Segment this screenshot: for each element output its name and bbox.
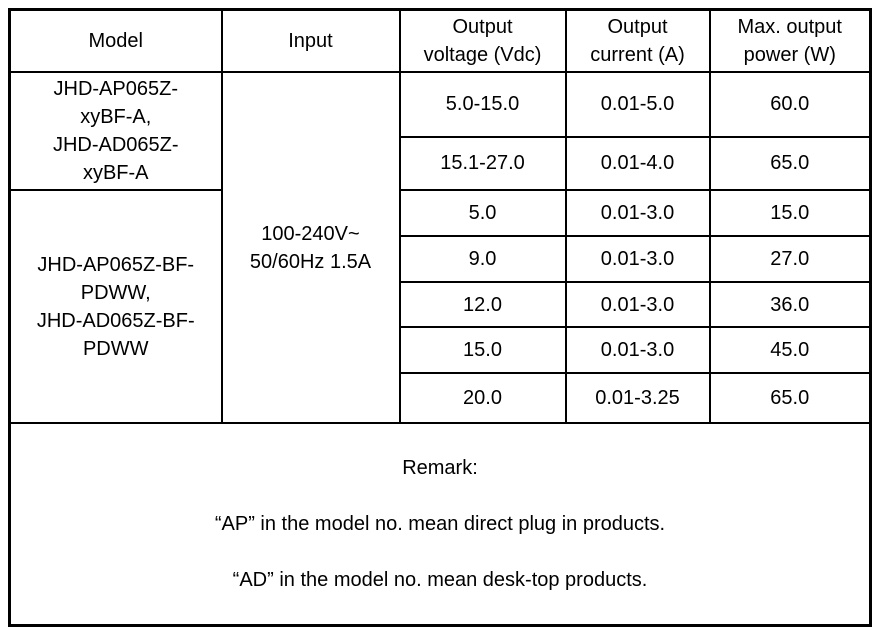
max-power-cell: 65.0 [708,135,872,192]
output-current-cell: 0.01-3.25 [564,372,711,424]
output-current-cell: 0.01-3.0 [564,189,711,237]
max-power-cell: 45.0 [708,326,872,374]
header-max-output-power: Max. output power (W) [708,8,872,73]
input-cell: 100-240V~ 50/60Hz 1.5A [220,71,401,424]
remark-line-ad: “AD” in the model no. mean desk-top prod… [232,569,648,591]
header-input: Input [220,8,401,73]
table-row: JHD-AP065Z- xyBF-A, JHD-AD065Z- xyBF-A 1… [8,71,872,424]
table-row: 20.0 0.01-3.25 65.0 [10,372,872,424]
max-power-cell: 27.0 [708,235,872,283]
remark-row: Remark: “AP” in the model no. mean direc… [8,422,872,627]
output-current-cell: 0.01-3.0 [564,281,711,328]
max-power-cell: 65.0 [708,372,872,424]
header-model: Model [8,8,223,73]
output-current-cell: 0.01-3.0 [564,235,711,283]
max-power-cell: 60.0 [708,71,872,138]
power-spec-table: Model Input Output voltage (Vdc) Output … [8,8,872,627]
table-row: 12.0 0.01-3.0 36.0 [10,281,872,328]
output-current-cell: 0.01-4.0 [564,135,711,192]
remark-line-ap: “AP” in the model no. mean direct plug i… [214,513,666,535]
output-voltage-cell: 15.1-27.0 [398,135,567,192]
remark-cell: Remark: “AP” in the model no. mean direc… [8,422,872,627]
remark-title: Remark: [402,457,478,479]
table-row: JHD-AP065Z-BF- PDWW, JHD-AD065Z-BF- PDWW… [8,189,872,424]
table-row: 15.0 0.01-3.0 45.0 [10,326,872,374]
header-output-current: Output current (A) [564,8,711,73]
output-voltage-cell: 15.0 [398,326,567,374]
output-voltage-cell: 5.0 [398,189,567,237]
header-output-voltage: Output voltage (Vdc) [398,8,567,73]
table-row: 15.1-27.0 0.01-4.0 65.0 [10,135,872,192]
max-power-cell: 36.0 [708,281,872,328]
output-current-cell: 0.01-3.0 [564,326,711,374]
output-voltage-cell: 12.0 [398,281,567,328]
model-group-2-cell: JHD-AP065Z-BF- PDWW, JHD-AD065Z-BF- PDWW [8,189,223,424]
model-group-1-cell: JHD-AP065Z- xyBF-A, JHD-AD065Z- xyBF-A [8,71,223,191]
document-page: Model Input Output voltage (Vdc) Output … [8,8,872,627]
output-voltage-cell: 20.0 [398,372,567,424]
output-voltage-cell: 9.0 [398,235,567,283]
max-power-cell: 15.0 [708,189,872,237]
output-voltage-cell: 5.0-15.0 [398,71,567,138]
header-row: Model Input Output voltage (Vdc) Output … [8,8,872,73]
table-row: 9.0 0.01-3.0 27.0 [10,235,872,283]
output-current-cell: 0.01-5.0 [564,71,711,138]
